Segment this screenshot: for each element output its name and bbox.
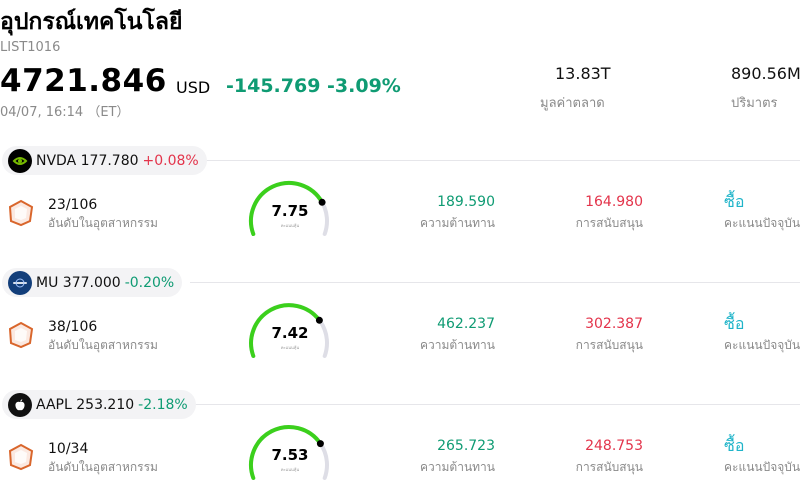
page-title: อุปกรณ์เทคโนโลยี (0, 9, 183, 35)
price-change: -145.769 -3.09% (226, 75, 401, 97)
stock-score-label: คะแนนหุ้น (280, 223, 300, 228)
volume-value: 890.56M (731, 64, 800, 83)
nvidia-logo-icon (8, 148, 32, 173)
volume-label: ปริมาตร (731, 96, 778, 111)
stock-chip[interactable]: NVDA 177.780 +0.08% (2, 146, 207, 175)
stock-change: -2.18% (138, 396, 188, 413)
industry-rank: 23/106 (48, 197, 98, 213)
signal-label: คะแนนปัจจุบัน (724, 338, 800, 352)
market-cap-value: 13.83T (555, 64, 611, 83)
stock-price: 253.210 (76, 396, 135, 413)
resistance-label: ความต้านทาน (420, 216, 495, 230)
timestamp: 04/07, 16:14 （ET） (0, 105, 130, 120)
resistance-value: 189.590 (437, 194, 495, 210)
stock-chip[interactable]: AAPL 253.210 -2.18% (2, 390, 196, 419)
signal-label: คะแนนปัจจุบัน (724, 216, 800, 230)
support-value: 302.387 (585, 316, 643, 332)
resistance-label: ความต้านทาน (420, 338, 495, 352)
stock-price: 377.000 (62, 274, 121, 291)
industry-rank-label: อันดับในอุตสาหกรรม (48, 460, 158, 474)
support-value: 164.980 (585, 194, 643, 210)
score-gauge (244, 298, 334, 382)
index-price: 4721.846 (0, 63, 167, 99)
signal-buy[interactable]: ซื้อ (724, 436, 745, 455)
support-label: การสนับสนุน (575, 216, 643, 230)
stock-chip[interactable]: MU 377.000 -0.20% (2, 268, 183, 297)
currency: USD (176, 78, 211, 97)
stock-score-label: คะแนนหุ้น (280, 467, 300, 472)
rank-hexagon-icon (8, 321, 34, 353)
stock-score: 7.53 (271, 446, 309, 464)
stock-score: 7.42 (271, 324, 309, 342)
stock-row[interactable]: AAPL 253.210 -2.18% 10/34 อันดับในอุตสาหกรร… (0, 390, 800, 499)
market-cap-label: มูลค่าตลาด (540, 96, 605, 111)
industry-rank: 38/106 (48, 319, 98, 335)
score-gauge (244, 176, 334, 260)
rank-hexagon-icon (8, 199, 34, 231)
stock-score: 7.75 (271, 202, 309, 220)
support-label: การสนับสนุน (575, 338, 643, 352)
section-divider (190, 404, 800, 405)
apple-logo-icon (8, 392, 32, 417)
section-divider (190, 282, 800, 283)
rank-hexagon-icon (8, 443, 34, 475)
ticker: AAPL (36, 396, 72, 413)
signal-buy[interactable]: ซื้อ (724, 192, 745, 211)
stock-change: -0.20% (124, 274, 175, 291)
industry-rank-label: อันดับในอุตสาหกรรม (48, 338, 158, 352)
support-label: การสนับสนุน (575, 460, 643, 474)
micron-logo-icon (8, 270, 32, 295)
industry-rank: 10/34 (48, 441, 89, 457)
score-gauge (244, 420, 334, 499)
stock-price: 177.780 (80, 152, 139, 169)
list-code: LIST1016 (0, 40, 61, 55)
ticker: NVDA (36, 152, 77, 169)
stock-change: +0.08% (142, 152, 199, 169)
resistance-value: 462.237 (437, 316, 495, 332)
stock-row[interactable]: NVDA 177.780 +0.08% 23/106 อันดับในอุตสาหกร… (0, 146, 800, 268)
resistance-value: 265.723 (437, 438, 495, 454)
resistance-label: ความต้านทาน (420, 460, 495, 474)
section-divider (190, 160, 800, 161)
ticker: MU (36, 274, 59, 291)
industry-rank-label: อันดับในอุตสาหกรรม (48, 216, 158, 230)
stock-row[interactable]: MU 377.000 -0.20% 38/106 อันดับในอุตสาหกรรม… (0, 268, 800, 390)
support-value: 248.753 (585, 438, 643, 454)
signal-buy[interactable]: ซื้อ (724, 314, 745, 333)
stock-score-label: คะแนนหุ้น (280, 345, 300, 350)
signal-label: คะแนนปัจจุบัน (724, 460, 800, 474)
